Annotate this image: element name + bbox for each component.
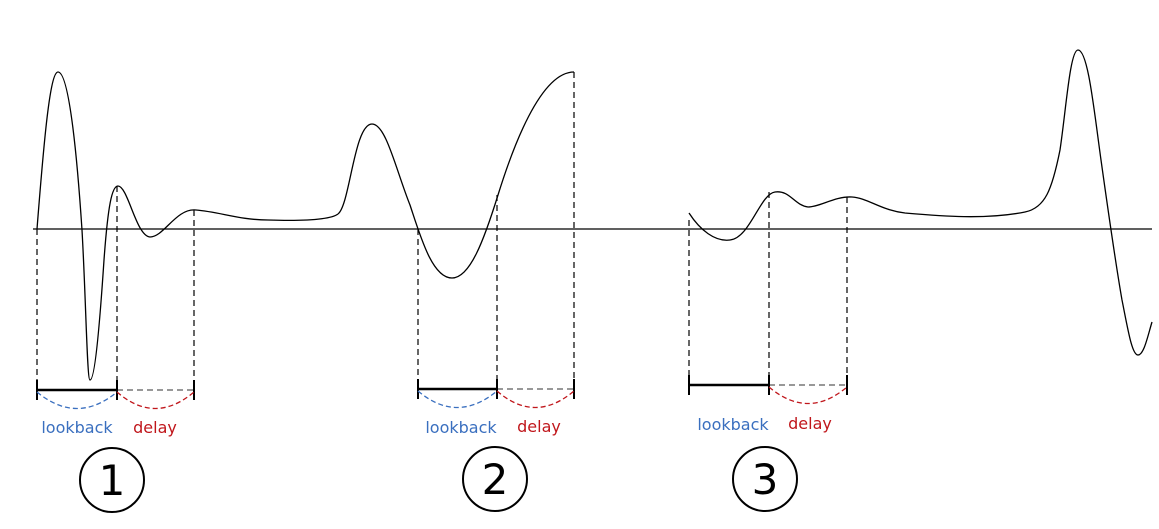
segment-1: lookback delay 1 [36,186,195,513]
delay-label-3: delay [788,414,832,433]
signal-curve-3 [688,49,1153,356]
number-label-1: 1 [99,456,126,505]
number-circle-3 [732,446,798,512]
number-label-2: 2 [482,455,509,504]
lookback-arc-1 [36,391,118,410]
lookback-label-3: lookback [697,415,769,434]
number-label-3: 3 [752,455,779,504]
delay-arc-2 [496,390,575,409]
segment-2: lookback delay 2 [417,72,575,512]
delay-arc-3 [768,386,848,405]
segment-3: lookback delay 3 [688,192,848,512]
number-circle-1 [79,447,145,513]
signal-curve-1b [337,71,575,279]
signal-curve-1 [36,71,339,381]
delay-label-2: delay [517,417,561,436]
lookback-arc-2 [417,390,498,409]
lookback-label-2: lookback [425,418,497,437]
lookback-label-1: lookback [41,418,113,437]
delay-label-1: delay [133,418,177,437]
delay-arc-1 [116,391,195,410]
number-circle-2 [462,446,528,512]
